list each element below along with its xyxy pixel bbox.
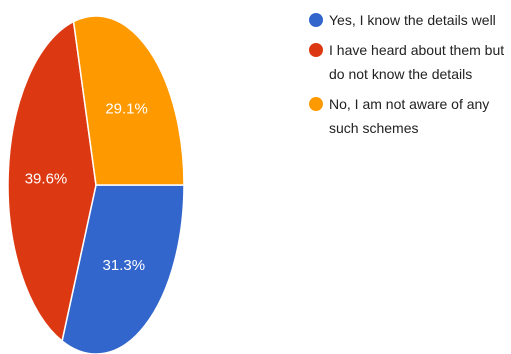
pie-slice-labels: 31.3% 39.6% 29.1% <box>25 101 148 275</box>
legend-item-heard: I have heard about them but do not know … <box>309 40 509 86</box>
legend-item-no: No, I am not aware of any such schemes <box>309 94 509 140</box>
pie-plot: 31.3% 39.6% 29.1% <box>7 15 185 354</box>
pie-slice-no <box>72 15 185 186</box>
legend-swatch-no <box>309 97 323 111</box>
legend-swatch-yes <box>309 13 323 27</box>
pie-slice-label-no: 29.1% <box>105 101 148 118</box>
legend-label-yes: Yes, I know the details well <box>329 12 496 28</box>
pie-slice-label-heard: 39.6% <box>25 170 68 187</box>
pie-slices <box>7 15 185 354</box>
legend-item-yes: Yes, I know the details well <box>309 10 509 32</box>
pie-slice-label-yes: 31.3% <box>103 257 146 274</box>
legend: Yes, I know the details well I have hear… <box>309 10 509 148</box>
legend-swatch-heard <box>309 43 323 57</box>
legend-label-no: No, I am not aware of any such schemes <box>329 96 490 136</box>
pie-slice-heard <box>7 20 97 343</box>
legend-label-heard: I have heard about them but do not know … <box>329 42 505 82</box>
pie-slice-yes <box>61 184 185 354</box>
